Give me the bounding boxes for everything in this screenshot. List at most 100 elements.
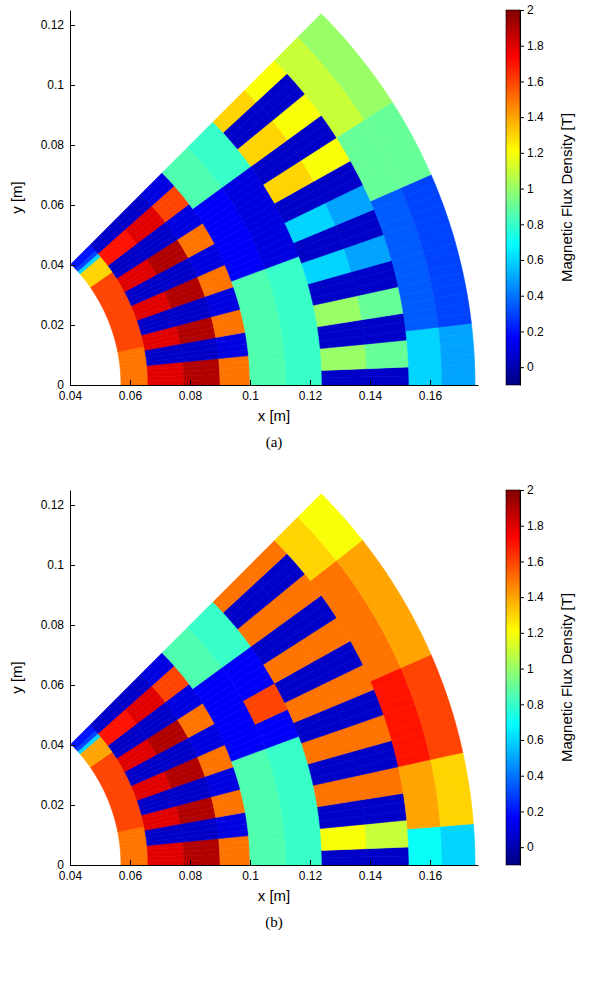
field-cell — [286, 378, 322, 385]
y-tick-mark — [70, 625, 75, 626]
colorbar-title: Magnetic Flux Density [T] — [558, 113, 575, 282]
colorbar-axis: 00.20.40.60.811.21.41.61.82 — [520, 483, 544, 865]
colorbar-tick-mark — [520, 669, 524, 670]
y-tick-mark — [70, 25, 75, 26]
y-tick-label: 0.12 — [41, 18, 65, 32]
colorbar-tick-mark — [520, 153, 524, 154]
colorbar-tick: 0.2 — [520, 805, 544, 819]
panel-caption: (a) — [266, 434, 283, 451]
y-axis: 00.020.040.060.080.10.12 — [41, 11, 75, 393]
y-axis-title: y [m] — [8, 661, 25, 694]
colorbar-axis-line — [520, 11, 521, 386]
x-tick: 0.06 — [119, 860, 143, 883]
colorbar-tick-label: 1.6 — [527, 75, 544, 89]
y-tick: 0.12 — [41, 18, 75, 32]
y-tick-label: 0.02 — [41, 798, 65, 812]
x-tick-mark — [310, 380, 311, 385]
x-tick: 0.16 — [419, 380, 443, 403]
x-tick-label: 0.12 — [299, 869, 323, 883]
colorbar-tick-label: 0.8 — [527, 218, 544, 232]
field-cell — [213, 90, 251, 127]
colorbar-tick-label: 1 — [527, 182, 534, 196]
colorbar-tick-label: 0.4 — [527, 289, 544, 303]
colorbar-tick-label: 1 — [527, 662, 534, 676]
y-tick: 0.08 — [41, 618, 75, 632]
colorbar-tick-label: 1.6 — [527, 555, 544, 569]
x-axis: 0.040.060.080.10.120.140.16 — [59, 860, 479, 883]
colorbar-tick: 1 — [520, 182, 534, 196]
field-cell — [442, 855, 475, 865]
colorbar-tick: 1.2 — [520, 626, 544, 640]
x-tick-label: 0.16 — [419, 869, 443, 883]
field-cell — [245, 60, 281, 96]
x-tick: 0.1 — [242, 380, 259, 403]
colorbar-tick: 1.2 — [520, 146, 544, 160]
colorbar-tick: 0.4 — [520, 769, 544, 783]
field-cell — [286, 858, 322, 865]
x-tick-label: 0.14 — [359, 389, 383, 403]
field-cell — [162, 147, 192, 177]
y-tick: 0.1 — [47, 78, 75, 92]
colorbar-tick-mark — [520, 490, 524, 491]
x-tick-label: 0.12 — [299, 389, 323, 403]
y-axis-title: y [m] — [8, 181, 25, 214]
colorbar-tick: 1 — [520, 662, 534, 676]
colorbar-tick-label: 1.8 — [527, 39, 544, 53]
colorbar-tick-mark — [520, 46, 524, 47]
y-tick-mark — [70, 265, 75, 266]
colorbar-tick-label: 0.2 — [527, 325, 544, 339]
colorbar-tick-label: 0.4 — [527, 769, 544, 783]
x-tick-label: 0.14 — [359, 869, 383, 883]
x-tick-label: 0.16 — [419, 389, 443, 403]
y-tick-mark — [70, 385, 75, 386]
colorbar-tick-label: 0 — [527, 840, 534, 854]
y-tick-label: 0.06 — [41, 198, 65, 212]
y-tick-mark — [70, 865, 75, 866]
field-cell — [367, 376, 409, 385]
x-tick: 0.1 — [242, 860, 259, 883]
y-tick-mark — [70, 325, 75, 326]
y-axis: 00.020.040.060.080.10.12 — [41, 491, 75, 873]
field-cell — [409, 366, 442, 376]
colorbar-tick-mark — [520, 367, 524, 368]
colorbar-gradient — [506, 490, 520, 865]
field-cells — [71, 14, 475, 385]
colorbar-tick-label: 0.6 — [527, 253, 544, 267]
field-cell — [322, 377, 367, 385]
colorbar-tick-label: 2 — [527, 3, 534, 17]
x-tick-mark — [250, 860, 251, 865]
y-tick: 0.02 — [41, 798, 75, 812]
field-cell — [220, 859, 250, 865]
x-tick: 0.12 — [299, 380, 323, 403]
field-cell — [442, 844, 475, 855]
field-cell — [275, 517, 305, 547]
colorbar-tick: 0 — [520, 840, 534, 854]
y-tick: 0.04 — [41, 738, 75, 752]
colorbar-tick: 0.2 — [520, 325, 544, 339]
y-tick-label: 0.02 — [41, 318, 65, 332]
colorbar-tick-label: 1.2 — [527, 626, 544, 640]
colorbar-tick-label: 0 — [527, 360, 534, 374]
colorbar-tick-mark — [520, 776, 524, 777]
x-axis-line — [71, 385, 479, 386]
colorbar-tick: 0.4 — [520, 289, 544, 303]
x-tick-label: 0.06 — [119, 389, 143, 403]
x-tick: 0.08 — [179, 860, 203, 883]
field-cell — [93, 223, 122, 251]
x-tick-mark — [130, 860, 131, 865]
field-cell — [298, 14, 329, 44]
colorbar-title: Magnetic Flux Density [T] — [558, 593, 575, 762]
field-cell — [409, 375, 442, 385]
colorbar-tick-mark — [520, 331, 524, 332]
colorbar-tick-mark — [520, 526, 524, 527]
y-tick: 0.1 — [47, 558, 75, 572]
colorbar-tick-mark — [520, 704, 524, 705]
colorbar-tick: 0.6 — [520, 253, 544, 267]
y-tick: 0.06 — [41, 198, 75, 212]
x-tick-mark — [430, 380, 431, 385]
colorbar-tick: 2 — [520, 483, 534, 497]
field-cell — [409, 846, 442, 856]
y-tick: 0 — [57, 378, 75, 392]
colorbar-tick-label: 0.6 — [527, 733, 544, 747]
field-cell — [115, 194, 144, 223]
